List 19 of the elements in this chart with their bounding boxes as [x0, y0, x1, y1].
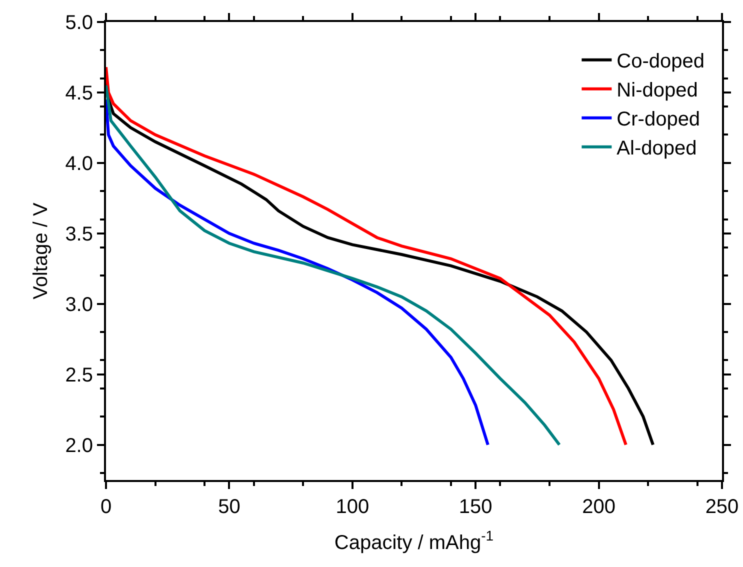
y-axis-title: Voltage / V — [30, 202, 52, 300]
x-tick-label: 100 — [336, 496, 370, 518]
x-tick-label: 150 — [458, 496, 492, 518]
x-tick-label: 50 — [218, 496, 240, 518]
y-tick-label: 3.0 — [65, 294, 93, 316]
y-tick-label: 4.5 — [65, 82, 93, 104]
x-axis-title: Capacity / mAhg$^{-1}$ — [334, 528, 494, 554]
legend-label: Cr-doped — [616, 108, 700, 131]
legend-label: Ni-doped — [616, 80, 698, 102]
legend-label: Co-doped — [616, 50, 705, 73]
y-tick-label: 5.0 — [65, 12, 93, 34]
x-tick-label: 250 — [705, 496, 739, 518]
x-tick-label: 0 — [100, 496, 112, 518]
legend-label: Al-doped — [616, 138, 697, 160]
x-tick-label: 200 — [582, 496, 616, 518]
y-tick-label: 2.0 — [65, 434, 93, 457]
y-tick-label: 4.0 — [65, 152, 93, 175]
y-tick-label: 2.5 — [65, 364, 93, 386]
y-tick-label: 3.5 — [65, 223, 93, 246]
